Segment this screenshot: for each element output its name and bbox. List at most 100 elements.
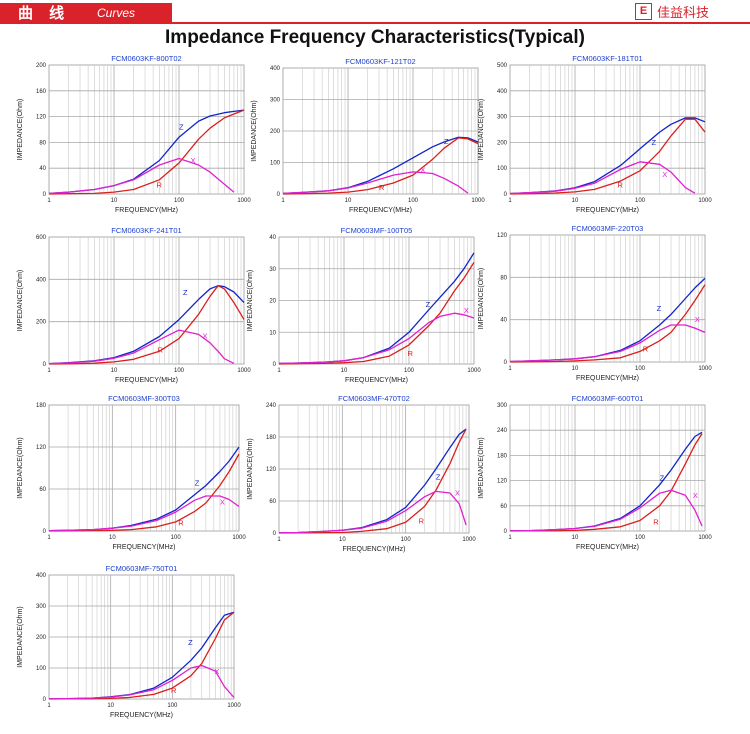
y-tick-label: 80 bbox=[39, 140, 46, 146]
y-tick-label: 40 bbox=[39, 166, 46, 172]
chart-7: 0 60 120 180 1 10 100 1000 FREQUENCY(MHz) IMPEDAN… bbox=[17, 394, 246, 551]
x-tick-label: 10 bbox=[109, 535, 116, 541]
series-x-line bbox=[509, 489, 703, 532]
curve-label-z: Z bbox=[195, 479, 200, 488]
header-bar: 曲 线 Curves E 佳益科技 bbox=[0, 0, 750, 30]
curve-label-r: R bbox=[379, 183, 385, 192]
x-tick-label: 100 bbox=[167, 703, 178, 709]
y-tick-label: 200 bbox=[36, 635, 47, 641]
chart-1: 0 40 80 120 160 200 1 10 100 1000 FREQUENCY(MHz) IM… bbox=[17, 54, 251, 214]
x-tick-label: 1 bbox=[508, 198, 512, 204]
y-tick-label: 40 bbox=[269, 235, 276, 241]
x-tick-label: 1000 bbox=[471, 198, 485, 204]
curve-label-r: R bbox=[617, 181, 623, 190]
y-tick-label: 180 bbox=[497, 453, 508, 459]
x-tick-label: 10 bbox=[345, 198, 352, 204]
series-x-line bbox=[278, 490, 467, 534]
y-tick-label: 60 bbox=[269, 499, 276, 505]
x-tick-label: 1000 bbox=[237, 198, 251, 204]
series-x-line bbox=[48, 329, 235, 365]
chart-title: FCM0603MF-470T02 bbox=[338, 394, 410, 403]
y-tick-label: 400 bbox=[497, 89, 508, 95]
y-tick-label: 200 bbox=[36, 63, 47, 69]
x-tick-label: 1 bbox=[47, 535, 51, 541]
y-tick-label: 200 bbox=[270, 129, 281, 135]
plot-frame bbox=[509, 64, 706, 195]
series-r-line bbox=[509, 433, 703, 532]
y-tick-label: 100 bbox=[497, 166, 508, 172]
chart-9: 0 60 120 180 240 300 1 10 100 1000 FREQUENCY(MHz) I… bbox=[478, 394, 712, 551]
x-tick-label: 1 bbox=[47, 368, 51, 374]
x-tick-label: 1 bbox=[508, 366, 512, 372]
y-axis-label: IMPEDANCE(Ohm) bbox=[251, 100, 258, 161]
curve-label-z: Z bbox=[426, 300, 431, 309]
x-tick-label: 1000 bbox=[462, 537, 476, 543]
chart-title: FCM0603KF-241T01 bbox=[111, 226, 181, 235]
brand-logo-icon: E bbox=[635, 3, 652, 20]
y-axis-label: IMPEDANCE(Ohm) bbox=[17, 270, 24, 331]
y-tick-label: 60 bbox=[500, 504, 507, 510]
y-tick-label: 400 bbox=[36, 277, 47, 283]
curve-label-z: Z bbox=[651, 138, 656, 147]
curve-label-x: X bbox=[455, 489, 460, 498]
y-tick-label: 300 bbox=[270, 98, 281, 104]
y-tick-label: 400 bbox=[36, 573, 47, 579]
y-tick-label: 300 bbox=[497, 403, 508, 409]
series-x-line bbox=[278, 312, 475, 365]
x-tick-label: 1000 bbox=[232, 535, 246, 541]
x-tick-label: 100 bbox=[408, 198, 419, 204]
x-tick-label: 100 bbox=[401, 537, 412, 543]
x-tick-label: 1000 bbox=[227, 703, 241, 709]
x-tick-label: 100 bbox=[174, 198, 185, 204]
x-tick-label: 100 bbox=[635, 198, 646, 204]
section-title-en: Curves bbox=[97, 6, 136, 20]
series-r-line bbox=[278, 428, 467, 534]
curve-label-r: R bbox=[408, 349, 414, 358]
chart-title: FCM0603MF-600T01 bbox=[572, 394, 644, 403]
x-axis-label: FREQUENCY(MHz) bbox=[113, 544, 176, 551]
x-tick-label: 1000 bbox=[237, 368, 251, 374]
x-tick-label: 100 bbox=[174, 368, 185, 374]
y-tick-label: 0 bbox=[504, 529, 508, 535]
y-tick-label: 160 bbox=[36, 89, 47, 95]
x-tick-label: 10 bbox=[341, 368, 348, 374]
plot-frame bbox=[48, 64, 245, 195]
x-tick-label: 1 bbox=[47, 703, 51, 709]
x-tick-label: 1 bbox=[277, 368, 281, 374]
y-tick-label: 0 bbox=[273, 531, 277, 537]
y-tick-label: 120 bbox=[266, 467, 277, 473]
curve-label-z: Z bbox=[657, 304, 662, 313]
curve-label-x: X bbox=[662, 170, 667, 179]
x-tick-label: 1 bbox=[281, 198, 285, 204]
chart-title: FCM0603MF-220T03 bbox=[572, 224, 644, 233]
brand-name: 佳益科技 bbox=[657, 5, 710, 20]
y-tick-label: 120 bbox=[497, 233, 508, 239]
chart-3: 0 100 200 300 400 500 1 10 100 1000 FREQUENCY(MHz)… bbox=[478, 54, 712, 214]
y-tick-label: 300 bbox=[497, 115, 508, 121]
chart-2: 0 100 200 300 400 1 10 100 1000 FREQUENCY(MHz) IMP… bbox=[251, 57, 485, 214]
curve-label-z: Z bbox=[179, 123, 184, 132]
chart-title: FCM0603KF-181T01 bbox=[572, 54, 642, 63]
series-x-line bbox=[282, 171, 469, 195]
curve-label-r: R bbox=[643, 344, 649, 353]
y-tick-label: 0 bbox=[43, 529, 47, 535]
curve-label-z: Z bbox=[444, 137, 449, 146]
x-tick-label: 1000 bbox=[698, 535, 712, 541]
y-axis-label: IMPEDANCE(Ohm) bbox=[247, 270, 254, 331]
chart-5: 0 10 20 30 40 1 10 100 1000 FREQUENCY(MHz) IMPEDAN… bbox=[247, 226, 481, 384]
y-tick-label: 0 bbox=[504, 360, 508, 366]
curve-label-x: X bbox=[203, 332, 208, 341]
y-tick-label: 100 bbox=[36, 666, 47, 672]
y-tick-label: 600 bbox=[36, 235, 47, 241]
curve-label-z: Z bbox=[188, 638, 193, 647]
y-tick-label: 10 bbox=[269, 330, 276, 336]
curve-label-x: X bbox=[695, 315, 700, 324]
y-tick-label: 240 bbox=[266, 403, 277, 409]
y-tick-label: 180 bbox=[266, 435, 277, 441]
x-axis-label: FREQUENCY(MHz) bbox=[349, 207, 412, 214]
x-tick-label: 10 bbox=[572, 198, 579, 204]
y-tick-label: 40 bbox=[500, 318, 507, 324]
x-tick-label: 1 bbox=[508, 535, 512, 541]
